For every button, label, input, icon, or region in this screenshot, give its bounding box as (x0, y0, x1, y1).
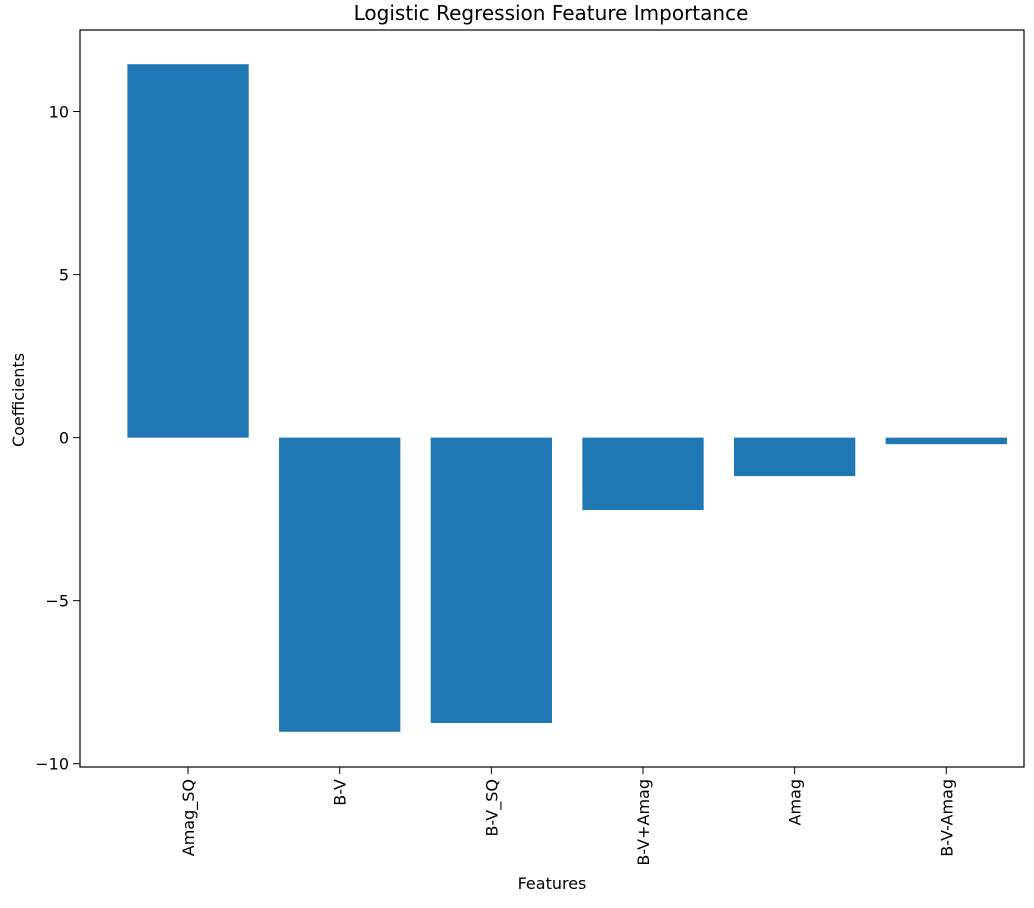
y-tick-label: −5 (45, 592, 69, 611)
bars-layer (127, 64, 1007, 732)
y-axis-ticks: −10 −5 0 5 10 (35, 103, 80, 774)
bar-Amag_SQ (127, 64, 249, 438)
x-axis-ticks: Amag_SQ B-V B-V_SQ B-V+Amag Amag B-V-Amag (179, 767, 956, 866)
y-tick-label: −10 (35, 755, 69, 774)
x-tick-label: B-V (331, 779, 350, 806)
bar-B-V (279, 437, 401, 732)
bar-B-V+Amag (582, 437, 704, 511)
y-axis-label: Coefficients (9, 353, 28, 447)
y-tick-label: 10 (49, 103, 69, 122)
x-axis-label: Features (518, 874, 587, 893)
plot-area-frame (79, 29, 1025, 768)
x-tick-label: Amag_SQ (179, 779, 199, 856)
bar-Amag (733, 437, 856, 477)
x-tick-label: Amag (786, 779, 805, 826)
chart-title: Logistic Regression Feature Importance (354, 1, 749, 25)
x-tick-label: B-V_SQ (482, 779, 502, 837)
x-tick-label: B-V+Amag (634, 779, 653, 866)
x-tick-label: B-V-Amag (937, 779, 956, 857)
y-tick-label: 5 (59, 266, 69, 285)
y-tick-label: 0 (59, 429, 69, 448)
bar-B-V_SQ (430, 437, 552, 723)
bar-B-V-Amag (885, 437, 1007, 445)
